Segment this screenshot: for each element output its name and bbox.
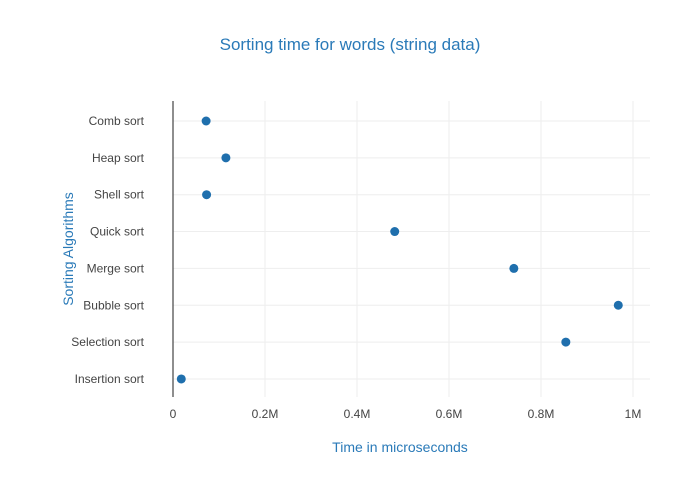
- y-tick-label: Comb sort: [89, 114, 145, 128]
- y-tick-label: Heap sort: [92, 151, 145, 165]
- grid-layer: [173, 101, 650, 397]
- y-tick-label: Shell sort: [94, 188, 145, 202]
- data-point[interactable]: [561, 337, 571, 347]
- x-tick-label: 0.8M: [528, 407, 555, 421]
- y-tick-label: Insertion sort: [75, 372, 145, 386]
- data-point[interactable]: [202, 190, 212, 200]
- y-tick-label: Bubble sort: [83, 298, 144, 312]
- x-tick-labels: 0 0.2M 0.4M 0.6M 0.8M 1M: [170, 407, 642, 421]
- y-tick-label: Quick sort: [90, 225, 145, 239]
- x-tick-label: 1M: [625, 407, 642, 421]
- data-point[interactable]: [613, 300, 623, 310]
- marker-layer: [176, 116, 623, 384]
- data-point[interactable]: [176, 374, 186, 384]
- x-tick-label: 0.4M: [344, 407, 371, 421]
- y-tick-label: Merge sort: [87, 261, 145, 275]
- chart-title: Sorting time for words (string data): [220, 35, 481, 54]
- x-axis-title: Time in microseconds: [332, 439, 468, 455]
- data-point[interactable]: [221, 153, 231, 163]
- data-point[interactable]: [390, 227, 400, 237]
- y-axis-title: Sorting Algorithms: [60, 192, 76, 306]
- data-point[interactable]: [201, 116, 211, 126]
- x-tick-label: 0.2M: [252, 407, 279, 421]
- x-tick-label: 0.6M: [436, 407, 463, 421]
- y-tick-label: Selection sort: [71, 335, 144, 349]
- x-tick-label: 0: [170, 407, 177, 421]
- y-tick-labels: Comb sort Heap sort Shell sort Quick sort Me…: [71, 114, 144, 386]
- data-point[interactable]: [509, 263, 519, 273]
